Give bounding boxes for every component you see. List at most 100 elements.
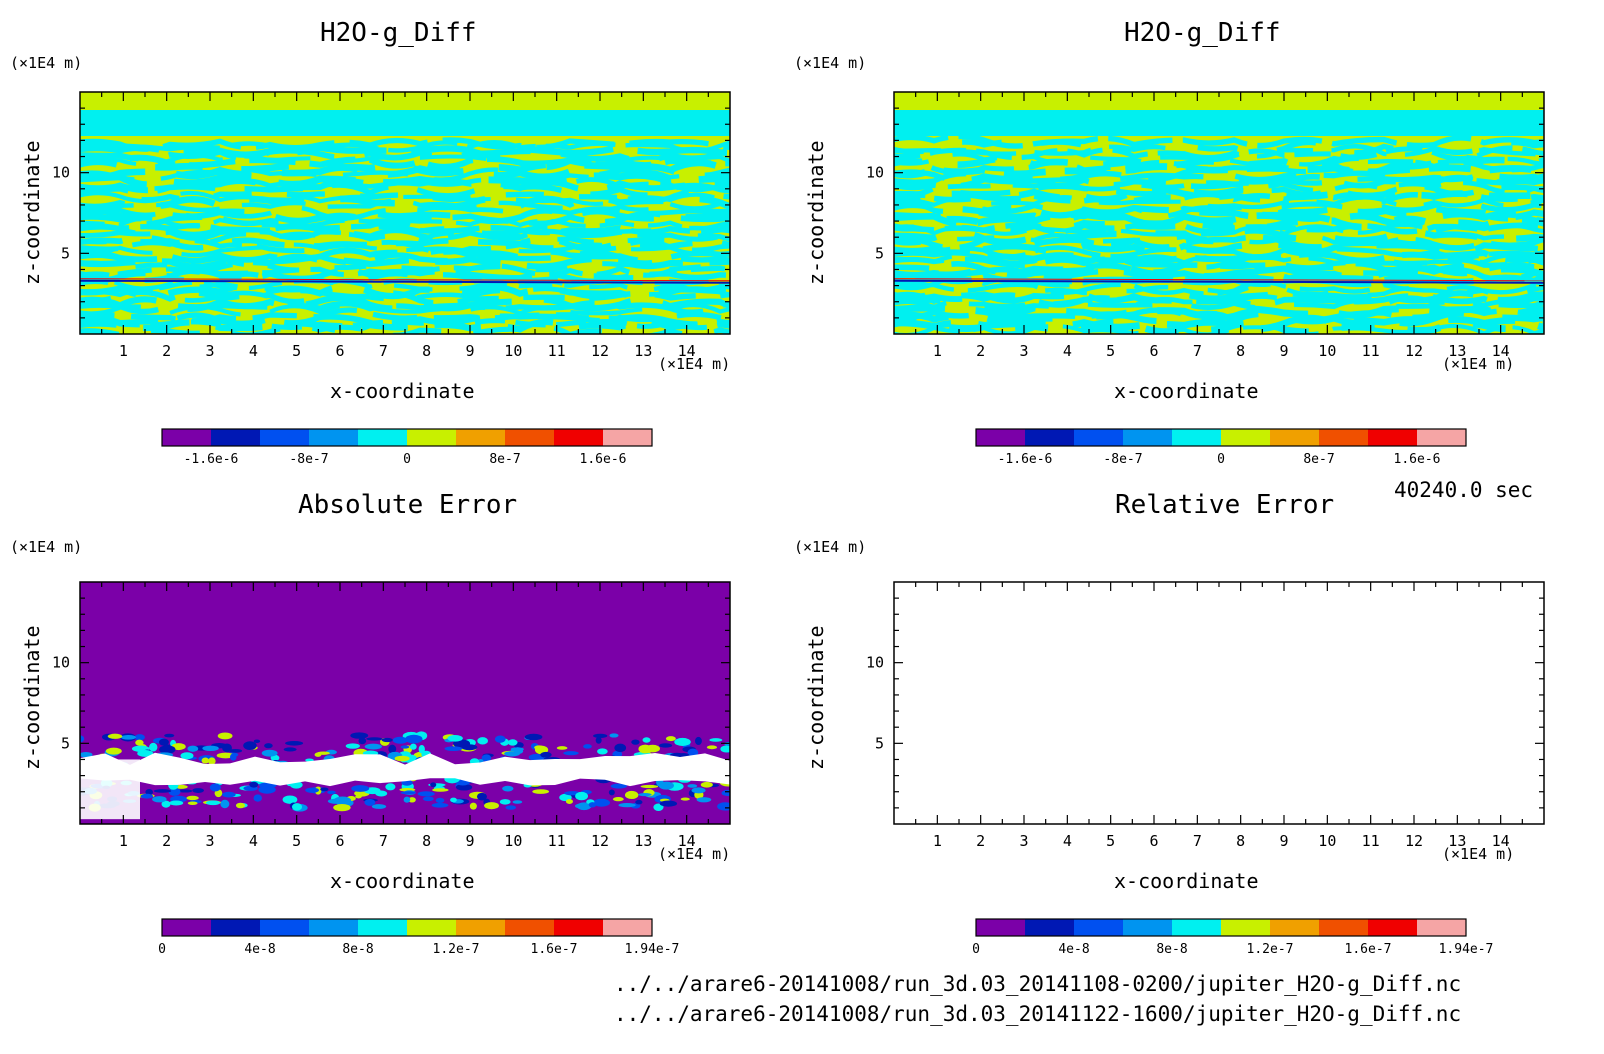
noise-blob — [476, 792, 487, 801]
noise-blob — [222, 791, 236, 798]
colorbar-cell — [976, 919, 1025, 936]
stripe — [894, 215, 1544, 233]
colorbar-frame — [161, 918, 653, 937]
stripe — [80, 228, 730, 242]
noise-blob — [220, 799, 230, 809]
noise-blob — [235, 802, 246, 809]
noise-blob — [505, 805, 517, 810]
stripe — [894, 260, 1544, 277]
noise-blob — [450, 797, 457, 803]
noise-blob — [691, 787, 706, 794]
noise-blob — [209, 783, 221, 792]
noise-blob — [618, 802, 636, 808]
band-line — [894, 278, 1544, 282]
x-tick-label: 11 — [1362, 832, 1380, 850]
colorbar-tick-label: 4e-8 — [244, 942, 275, 957]
stripe — [894, 186, 1544, 203]
stripe — [80, 260, 730, 274]
noise-blob — [120, 734, 137, 740]
heatmap-field — [894, 92, 1544, 334]
colorbar-cell — [1123, 919, 1172, 936]
noise-blob — [107, 733, 123, 739]
x-tick-label: 1 — [933, 342, 942, 360]
stripe — [894, 180, 1544, 195]
noise-blob — [358, 737, 367, 745]
noise-blob — [161, 800, 171, 808]
noise-blob — [631, 739, 640, 745]
x-tick-label: 12 — [1405, 342, 1423, 360]
y-tick-label: 5 — [61, 734, 70, 752]
colorbar-cell — [554, 919, 603, 936]
noise-blob — [695, 736, 702, 746]
noise-blob — [534, 745, 544, 750]
colorbar-cell — [1123, 429, 1172, 446]
colorbar-cell — [309, 429, 358, 446]
noise-blob — [201, 757, 210, 764]
stripe — [80, 242, 730, 258]
colorbar-tick-label: -8e-7 — [1103, 452, 1142, 467]
noise-blob — [720, 745, 730, 753]
noise-blob — [253, 794, 262, 802]
colorbar-tick-label: 1.94e-7 — [1439, 942, 1494, 957]
stripe — [80, 267, 730, 285]
x-tick-label: 5 — [292, 342, 301, 360]
x-tick-label: 3 — [1019, 832, 1028, 850]
noise-blob — [228, 749, 243, 753]
colorbar-cell — [1025, 429, 1074, 446]
noise-blob — [149, 742, 158, 752]
x-axis-label: x-coordinate — [1114, 379, 1259, 403]
colorbar-tick-label: -1.6e-6 — [184, 452, 239, 467]
noise-blob — [447, 734, 463, 742]
noise-blob — [192, 788, 204, 793]
colorbar-cell — [1221, 919, 1270, 936]
noise-blob — [327, 790, 336, 795]
noise-blob — [610, 783, 627, 789]
colorbar-tick-label: 0 — [403, 452, 411, 467]
band-line — [894, 279, 1544, 284]
noise-blob — [680, 797, 690, 801]
colorbar-tick-label: 1.6e-6 — [580, 452, 627, 467]
stripe — [80, 249, 730, 268]
y-unit-label: (×1E4 m) — [10, 54, 83, 72]
noise-blob — [408, 797, 416, 803]
y-tick-label: 10 — [866, 654, 884, 672]
colorbar-cell — [358, 429, 407, 446]
noise-blob — [320, 787, 329, 792]
x-tick-label: 3 — [205, 832, 214, 850]
noise-blob — [164, 733, 175, 738]
y-unit-label: (×1E4 m) — [794, 54, 867, 72]
heatmap-field — [80, 92, 730, 334]
stripe — [80, 300, 730, 315]
colorbar-tick-label: 1.6e-7 — [1345, 942, 1392, 957]
noise-blob — [264, 743, 273, 749]
colorbar-tick-label: -8e-7 — [289, 452, 328, 467]
x-tick-label: 12 — [1405, 832, 1423, 850]
core-patch — [80, 759, 140, 820]
core-band — [80, 752, 730, 787]
noise-blob — [152, 796, 167, 803]
noise-blob — [253, 739, 261, 743]
colorbar-tick-label: 8e-8 — [342, 942, 373, 957]
noise-blob — [513, 747, 523, 753]
stripe — [894, 222, 1544, 237]
noise-blob — [208, 757, 216, 765]
x-tick-label: 11 — [548, 832, 566, 850]
noise-blob — [540, 751, 552, 758]
noise-blob — [624, 790, 639, 800]
noise-blob — [717, 802, 730, 811]
noise-blob — [291, 803, 303, 811]
x-tick-label: 13 — [1448, 832, 1466, 850]
x-tick-label: 7 — [379, 832, 388, 850]
heatmap-field — [80, 582, 730, 824]
colorbar-tick-label: 8e-8 — [1156, 942, 1187, 957]
noise-blob — [249, 781, 259, 788]
noise-blob — [565, 799, 573, 805]
noise-blob — [665, 736, 676, 742]
colorbar-cell — [1172, 429, 1221, 446]
noise-blob — [499, 799, 511, 805]
noise-blob — [187, 745, 199, 752]
noise-blob — [168, 787, 181, 796]
noise-blob — [432, 788, 449, 792]
noise-blob — [202, 745, 219, 752]
